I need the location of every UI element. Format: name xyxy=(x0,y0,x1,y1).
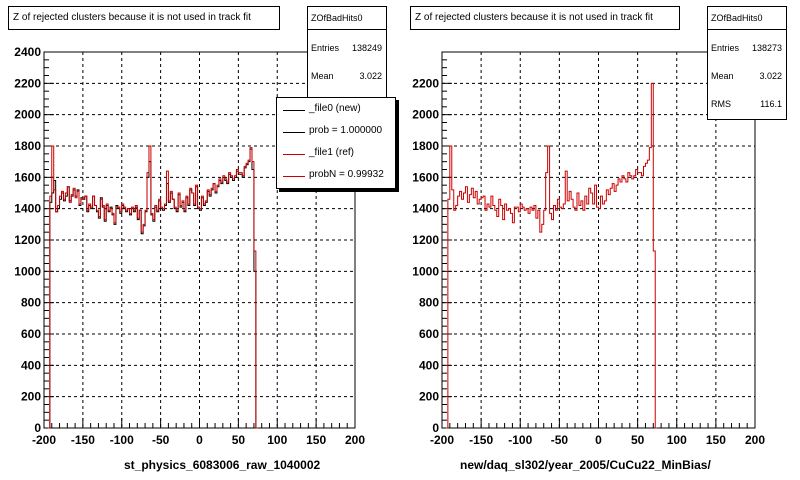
left-series-1-line xyxy=(47,145,258,429)
right-stats-mean-row: Mean 3.022 xyxy=(711,71,782,81)
legend-label-file0: _file0 (new) xyxy=(309,103,361,114)
legend-item-probn: probN = 0.99932 xyxy=(277,168,397,184)
left-x-tick-label: -150 xyxy=(71,433,95,447)
left-x-tick-label: 150 xyxy=(306,433,326,447)
right-x-tick-label: 0 xyxy=(595,433,602,447)
left-y-tick-label: 0 xyxy=(34,421,41,435)
left-y-tick-label: 600 xyxy=(21,327,41,341)
left-y-tick-label: 1600 xyxy=(14,170,41,184)
right-stats-mean-value: 3.022 xyxy=(759,71,782,81)
right-x-axis-title: new/daq_sl302/year_2005/CuCu22_MinBias/ xyxy=(460,458,711,472)
right-stats-name: ZOfBadHits0 xyxy=(708,7,786,30)
left-stats-name: ZOfBadHits0 xyxy=(308,7,386,30)
right-stats-entries-row: Entries 138273 xyxy=(711,43,782,53)
legend-item-file1: _file1 (ref) xyxy=(277,146,397,162)
left-y-tick-label: 1400 xyxy=(14,202,41,216)
left-x-tick-label: -200 xyxy=(32,433,56,447)
right-y-tick-label: 2200 xyxy=(412,76,439,90)
left-y-tick-label: 1000 xyxy=(14,264,41,278)
left-stats-box: ZOfBadHits0 Entries 138249 Mean 3.022 xyxy=(307,6,387,104)
right-stats-entries-value: 138273 xyxy=(751,43,782,53)
right-y-tick-label: 0 xyxy=(432,421,439,435)
left-x-tick-label: 50 xyxy=(232,433,246,447)
right-x-tick-label: 200 xyxy=(745,433,765,447)
left-x-tick-label: 0 xyxy=(196,433,203,447)
right-y-tick-label: 1400 xyxy=(412,202,439,216)
right-series-0-line xyxy=(445,82,658,429)
right-stats-rms-value: 116.1 xyxy=(760,99,782,109)
left-stats-mean-row: Mean 3.022 xyxy=(311,71,382,81)
left-stats-entries-value: 138249 xyxy=(351,43,382,53)
right-y-tick-label: 2000 xyxy=(412,108,439,122)
legend-label-prob: prob = 1.000000 xyxy=(309,125,383,136)
left-y-tick-label: 200 xyxy=(21,390,41,404)
left-x-tick-label: -100 xyxy=(110,433,134,447)
left-stats-mean-value: 3.022 xyxy=(359,71,382,81)
left-x-axis-title: st_physics_6083006_raw_1040002 xyxy=(124,458,321,472)
left-y-tick-label: 400 xyxy=(21,358,41,372)
left-y-tick-label: 1200 xyxy=(14,233,41,247)
left-stats-entries-row: Entries 138249 xyxy=(311,43,382,53)
right-y-tick-label: 400 xyxy=(419,358,439,372)
right-histogram-panel: -200 -150 -100 -50 0 50 100 150 200 0 200 400 600 800… xyxy=(400,0,800,480)
right-x-tick-label: -200 xyxy=(430,433,454,447)
legend-item-prob: prob = 1.000000 xyxy=(277,124,397,140)
left-x-tick-label: 200 xyxy=(345,433,365,447)
left-y-tick-label: 1800 xyxy=(14,139,41,153)
right-x-tick-label: 150 xyxy=(706,433,726,447)
right-x-tick-label: -100 xyxy=(508,433,532,447)
right-x-tick-label: 100 xyxy=(667,433,687,447)
right-y-tick-label: 800 xyxy=(419,296,439,310)
left-y-tick-label: 800 xyxy=(21,296,41,310)
right-y-tick-label: 1000 xyxy=(412,264,439,278)
left-x-tick-label: -50 xyxy=(152,433,170,447)
right-x-tick-label: -50 xyxy=(551,433,569,447)
legend-label-probn: probN = 0.99932 xyxy=(309,169,384,180)
left-x-tick-label: 100 xyxy=(267,433,287,447)
left-y-tick-label: 2400 xyxy=(14,45,41,59)
right-histogram-plot: -200 -150 -100 -50 0 50 100 150 2000200400600800… xyxy=(412,51,765,447)
left-y-tick-label: 2200 xyxy=(14,76,41,90)
right-histogram-title: Z of rejected clusters because it is not… xyxy=(410,6,680,30)
right-stats-rms-row: RMS 116.1 xyxy=(711,99,782,109)
right-y-tick-label: 200 xyxy=(419,390,439,404)
legend-item-file0: _file0 (new) xyxy=(277,102,397,118)
right-y-tick-label: 1200 xyxy=(412,233,439,247)
right-y-tick-label: 1800 xyxy=(412,139,439,153)
right-x-tick-label: -150 xyxy=(469,433,493,447)
right-y-tick-label: 1600 xyxy=(412,170,439,184)
right-y-tick-label: 600 xyxy=(419,327,439,341)
left-y-tick-label: 2000 xyxy=(14,108,41,122)
legend-label-file1: _file1 (ref) xyxy=(309,147,355,158)
left-histogram-panel: -200 -150 -100 -50 0 50 100 150 200 0 200 400 600 800… xyxy=(8,6,396,472)
left-histogram-title: Z of rejected clusters because it is not… xyxy=(8,6,280,30)
right-stats-box: ZOfBadHits0 Entries 138273 Mean 3.022 RMS 1… xyxy=(707,6,787,120)
left-legend: _file0 (new) prob = 1.000000 _file1 (ref… xyxy=(276,97,396,189)
right-x-tick-label: 50 xyxy=(631,433,645,447)
